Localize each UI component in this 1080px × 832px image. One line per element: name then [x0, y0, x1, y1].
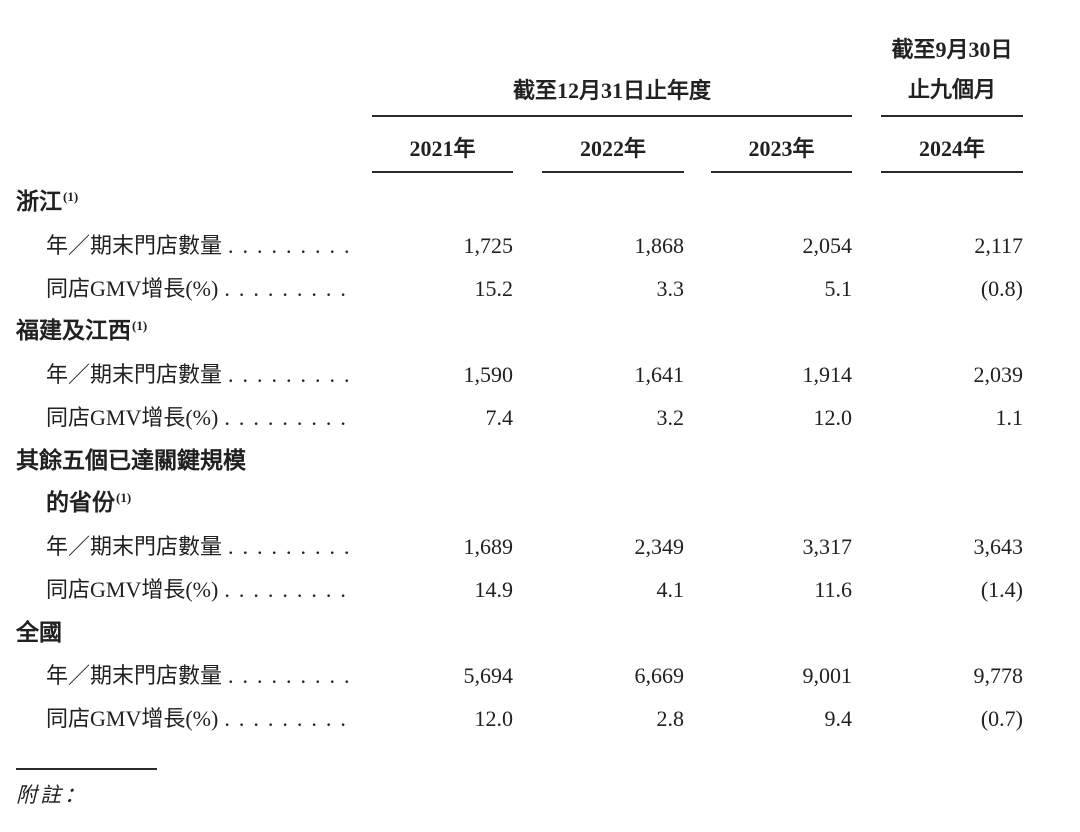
value-2023: 12.0	[813, 404, 853, 430]
row-label: 同店GMV增長(%).........	[16, 267, 372, 310]
value-2023: 5.1	[824, 275, 853, 301]
footnote-label: 附註：	[16, 783, 88, 807]
value-2023: 1,914	[802, 361, 853, 387]
value-2021: 1,725	[463, 232, 514, 258]
value-2023: 11.6	[814, 576, 852, 602]
value-2022: 2,349	[634, 533, 685, 559]
row-label: 年／期末門店數量.........	[16, 224, 372, 267]
value-2024: 2,117	[974, 232, 1023, 258]
section-title-row-other-provinces-line2: 的省份(1)	[16, 482, 1080, 525]
dot-leader: .........	[228, 663, 359, 688]
column-header-2024: 2024年	[881, 131, 1023, 173]
column-header-2023: 2023年	[711, 131, 852, 173]
row-label-text: 年／期末門店數量	[46, 663, 223, 688]
row-label-text: 同店GMV增長(%)	[46, 706, 219, 731]
section-title: 其餘五個已達關鍵規模	[16, 439, 372, 482]
row-label-text: 年／期末門店數量	[46, 233, 223, 258]
dot-leader: .........	[228, 362, 359, 387]
value-2024: 2,039	[973, 361, 1024, 387]
nine-month-group-header: 截至9月30日 止九個月	[881, 30, 1023, 117]
section-title-text: 的省份	[46, 489, 115, 515]
value-2024: (0.8)	[980, 275, 1023, 301]
value-2021: 5,694	[463, 662, 514, 688]
value-2023: 9,001	[802, 662, 853, 688]
footnote-divider	[16, 768, 157, 770]
value-2021: 1,689	[463, 533, 514, 559]
dot-leader: .........	[228, 233, 359, 258]
footnote-superscript: (1)	[132, 317, 148, 333]
section-title-text: 全國	[16, 620, 62, 645]
row-label: 同店GMV增長(%).........	[16, 697, 372, 740]
value-2024: 9,778	[973, 662, 1024, 688]
row-label-text: 同店GMV增長(%)	[46, 405, 219, 430]
table-body: 浙江(1) 年／期末門店數量......... 1,725 1,868 2,05…	[16, 181, 1080, 740]
value-2021: 12.0	[474, 705, 514, 731]
column-header-2021: 2021年	[372, 131, 513, 173]
footnote-superscript: (1)	[63, 188, 79, 204]
value-2024: 1.1	[995, 404, 1024, 430]
value-2023: 2,054	[802, 232, 853, 258]
row-label-text: 同店GMV增長(%)	[46, 577, 219, 602]
dot-leader: .........	[228, 534, 359, 559]
row-label-text: 年／期末門店數量	[46, 534, 223, 559]
value-2022: 1,641	[634, 361, 685, 387]
section-title-text: 浙江	[16, 188, 62, 214]
value-2024: 3,643	[973, 533, 1024, 559]
nine-month-group-label-line2: 止九個月	[907, 77, 996, 102]
table-row-stores: 年／期末門店數量......... 1,590 1,641 1,914 2,03…	[16, 353, 1080, 396]
dot-leader: .........	[224, 706, 355, 731]
table-row-stores: 年／期末門店數量......... 1,689 2,349 3,317 3,64…	[16, 525, 1080, 568]
table-header-group-row: 截至12月31日止年度 截至9月30日 止九個月	[16, 30, 1080, 117]
table-year-header-row: 2021年 2022年 2023年 2024年	[16, 131, 1080, 173]
table-row-stores: 年／期末門店數量......... 1,725 1,868 2,054 2,11…	[16, 224, 1080, 267]
dot-leader: .........	[224, 405, 355, 430]
row-label: 年／期末門店數量.........	[16, 353, 372, 396]
value-2022: 6,669	[634, 662, 685, 688]
section-title: 全國	[16, 611, 372, 654]
section-title: 浙江(1)	[16, 180, 372, 226]
section-title: 的省份(1)	[16, 481, 372, 527]
footnote-superscript: (1)	[116, 489, 132, 505]
value-2024: (1.4)	[980, 576, 1023, 602]
value-2021: 7.4	[485, 404, 514, 430]
row-label: 年／期末門店數量.........	[16, 654, 372, 697]
value-2022: 3.2	[656, 404, 685, 430]
row-label: 同店GMV增長(%).........	[16, 396, 372, 439]
dot-leader: .........	[224, 577, 355, 602]
table-row-gmv: 同店GMV增長(%)......... 12.0 2.8 9.4 (0.7)	[16, 697, 1080, 740]
value-2022: 4.1	[656, 576, 685, 602]
table-row-gmv: 同店GMV增長(%)......... 7.4 3.2 12.0 1.1	[16, 396, 1080, 439]
value-2021: 14.9	[474, 576, 514, 602]
table-row-gmv: 同店GMV增長(%)......... 14.9 4.1 11.6 (1.4)	[16, 568, 1080, 611]
section-title-row-zhejiang: 浙江(1)	[16, 181, 1080, 224]
table-row-stores: 年／期末門店數量......... 5,694 6,669 9,001 9,77…	[16, 654, 1080, 697]
section-title-text: 福建及江西	[16, 317, 131, 343]
value-2021: 1,590	[463, 361, 514, 387]
dot-leader: .........	[224, 276, 355, 301]
nine-month-group-label-line1: 截至9月30日	[891, 37, 1013, 62]
value-2023: 9.4	[824, 705, 853, 731]
value-2022: 1,868	[634, 232, 685, 258]
section-title-text: 其餘五個已達關鍵規模	[16, 448, 246, 473]
row-label: 同店GMV增長(%).........	[16, 568, 372, 611]
value-2023: 3,317	[802, 533, 853, 559]
value-2022: 3.3	[656, 275, 685, 301]
fiscal-year-group-label: 截至12月31日止年度	[512, 78, 711, 103]
table-row-gmv: 同店GMV增長(%)......... 15.2 3.3 5.1 (0.8)	[16, 267, 1080, 310]
column-header-2022: 2022年	[542, 131, 684, 173]
section-title-row-other-provinces-line1: 其餘五個已達關鍵規模	[16, 439, 1080, 482]
section-title-row-nationwide: 全國	[16, 611, 1080, 654]
value-2022: 2.8	[656, 705, 685, 731]
value-2024: (0.7)	[980, 705, 1023, 731]
fiscal-year-group-header: 截至12月31日止年度	[372, 72, 852, 117]
row-label: 年／期末門店數量.........	[16, 525, 372, 568]
value-2021: 15.2	[474, 275, 514, 301]
section-title: 福建及江西(1)	[16, 309, 372, 355]
row-label-text: 同店GMV增長(%)	[46, 276, 219, 301]
section-title-row-fujian-jiangxi: 福建及江西(1)	[16, 310, 1080, 353]
row-label-text: 年／期末門店數量	[46, 362, 223, 387]
